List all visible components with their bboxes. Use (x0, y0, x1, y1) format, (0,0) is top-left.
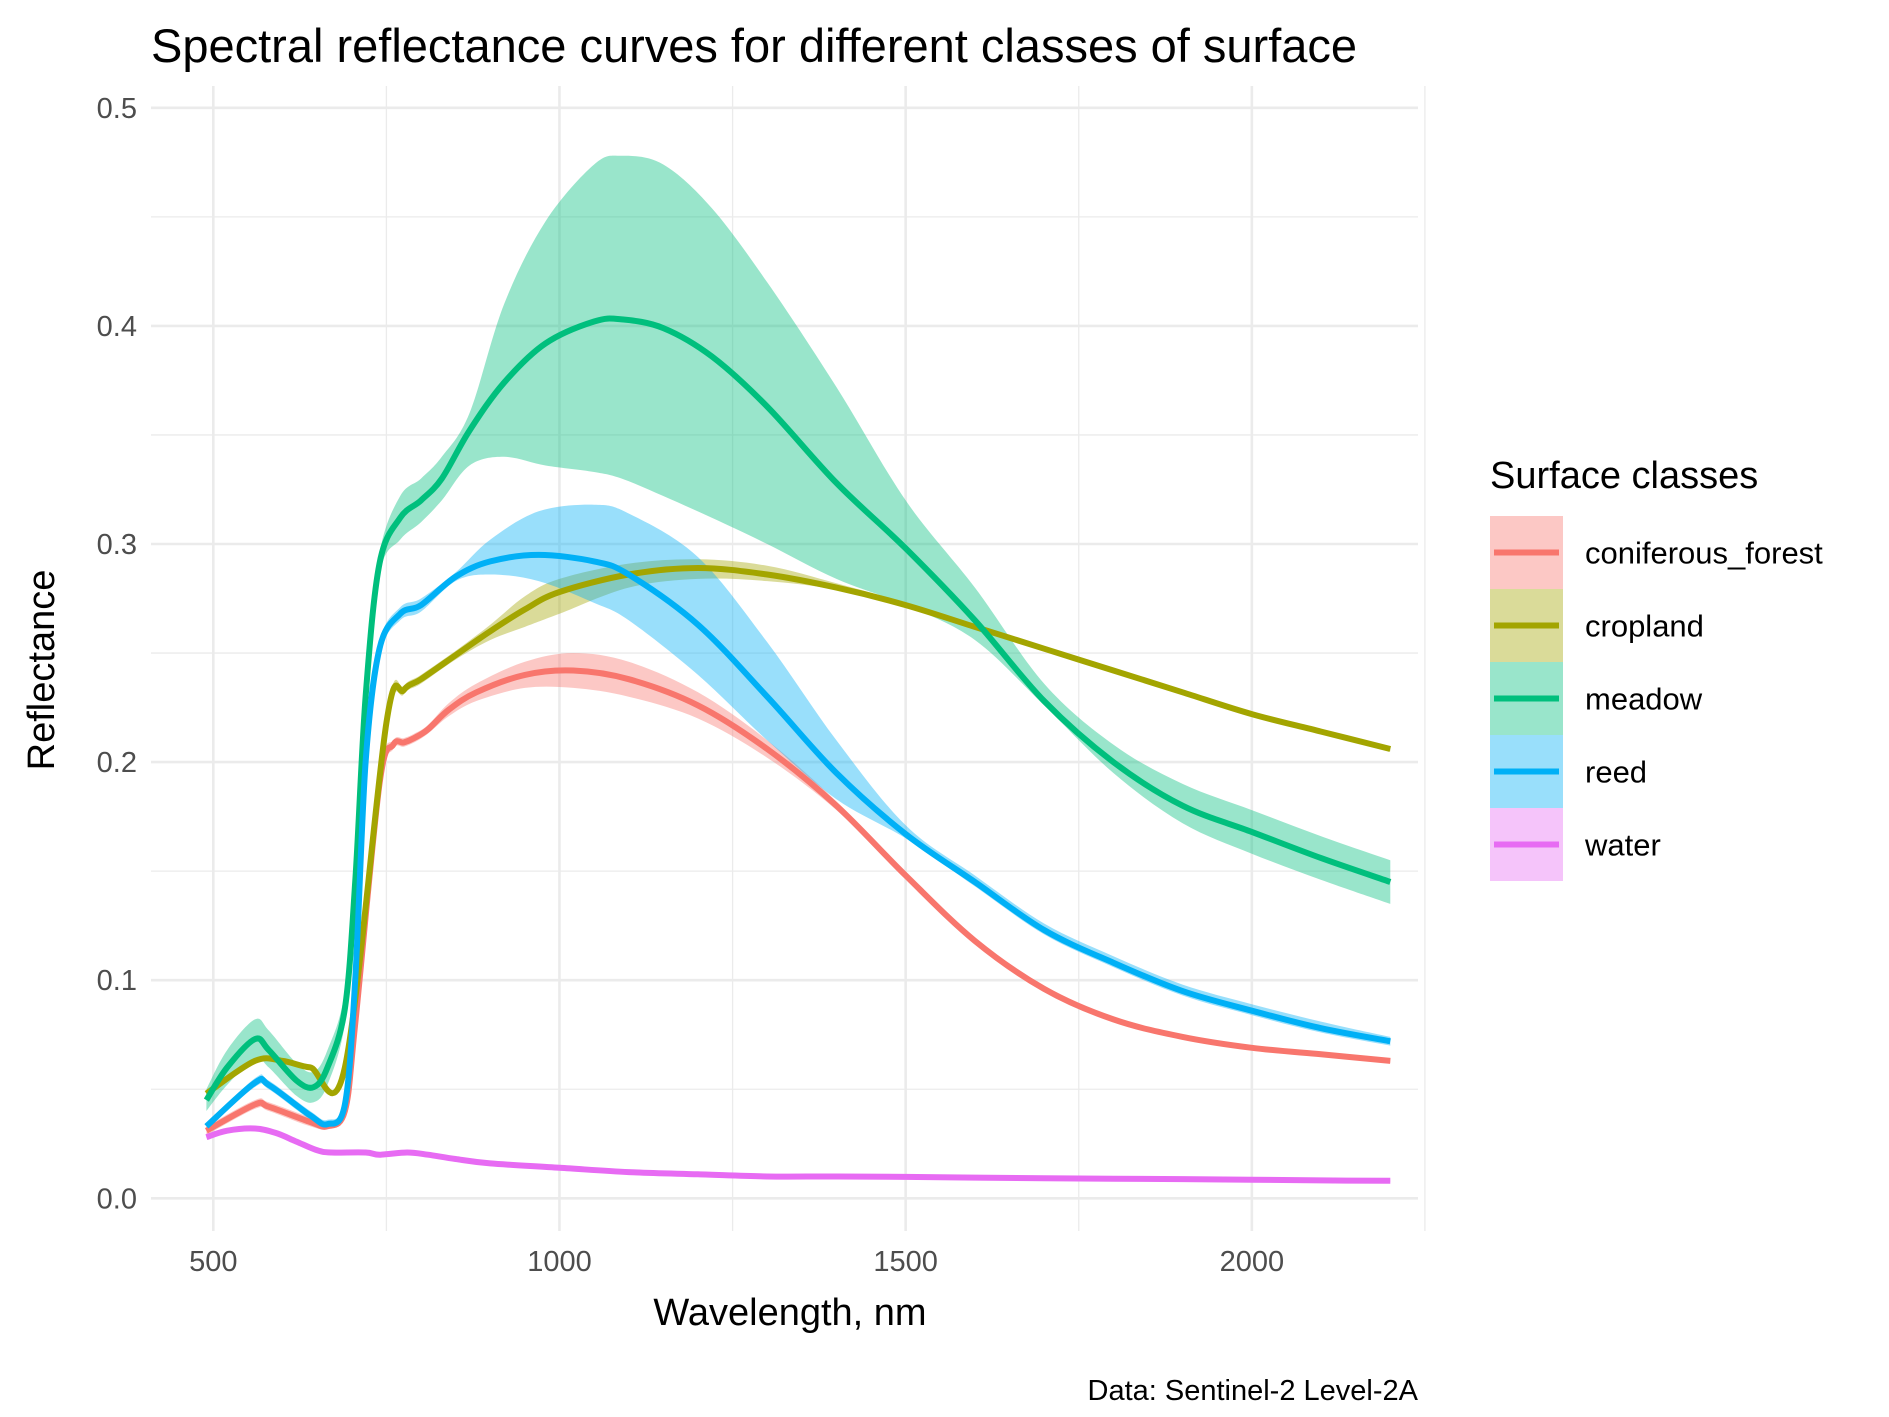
x-tick-label: 500 (189, 1246, 237, 1278)
series-lines (203, 315, 1392, 1184)
y-tick-label: 0.0 (97, 1183, 137, 1215)
y-tick-label: 0.5 (97, 93, 137, 125)
legend: coniferous_forest cropland meadow reed water (1490, 516, 1823, 881)
y-tick-label: 0.2 (97, 747, 137, 779)
x-tick-label: 2000 (1220, 1246, 1285, 1278)
x-tick-labels: 500 1000 1500 2000 (189, 1246, 1284, 1278)
y-tick-label: 0.4 (97, 311, 137, 343)
line-meadow (203, 315, 1392, 1102)
line-reed (204, 551, 1391, 1129)
chart-caption: Data: Sentinel-2 Level-2A (1088, 1375, 1419, 1407)
legend-label: meadow (1585, 682, 1703, 717)
legend-label: water (1584, 828, 1661, 863)
x-tick-label: 1000 (527, 1246, 592, 1278)
x-tick-label: 1500 (873, 1246, 938, 1278)
chart-title: Spectral reflectance curves for differen… (151, 19, 1357, 72)
y-tick-label: 0.1 (97, 965, 137, 997)
line-water (205, 1125, 1391, 1184)
y-tick-label: 0.3 (97, 529, 137, 561)
line-cropland (204, 565, 1392, 1097)
legend-label: reed (1585, 755, 1647, 790)
ribbon-meadow (206, 155, 1391, 1112)
legend-label: cropland (1585, 609, 1704, 644)
legend-title: Surface classes (1490, 455, 1758, 497)
y-tick-labels: 0.0 0.1 0.2 0.3 0.4 0.5 (97, 93, 137, 1215)
y-axis-title: Reflectance (21, 570, 63, 771)
legend-label: coniferous_forest (1585, 536, 1823, 571)
x-axis-title: Wavelength, nm (653, 1292, 926, 1334)
